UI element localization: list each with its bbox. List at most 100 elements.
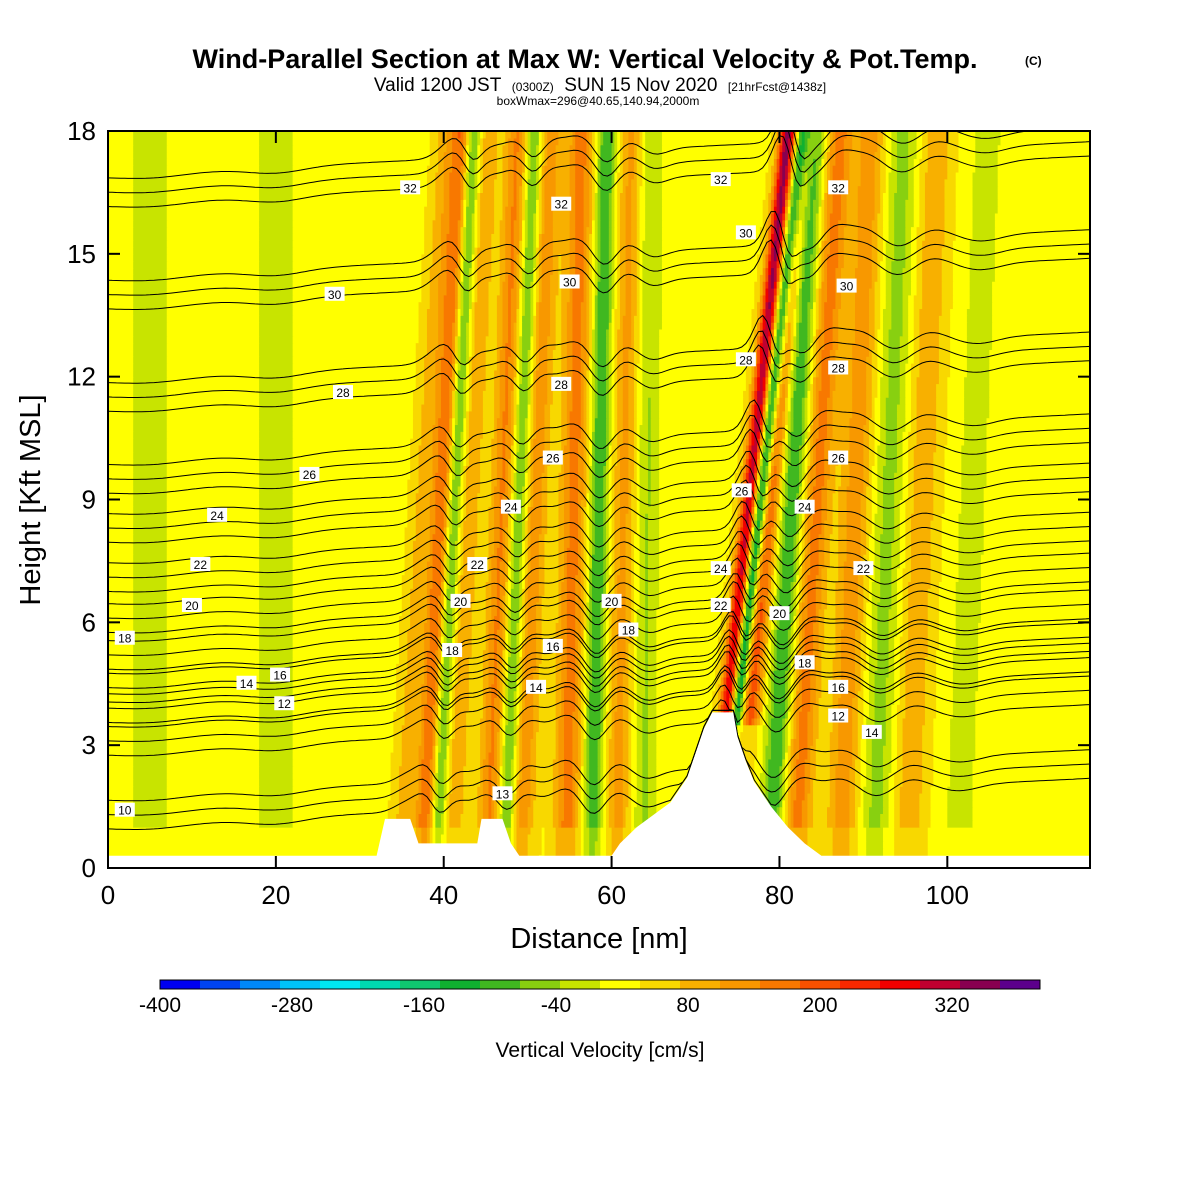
- velocity-cell: [589, 751, 599, 760]
- velocity-cell: [810, 533, 820, 542]
- velocity-cell: [401, 588, 411, 596]
- velocity-cell: [636, 499, 641, 507]
- velocity-cell: [930, 820, 948, 828]
- velocity-cell: [494, 663, 498, 671]
- velocity-cell: [807, 827, 834, 835]
- velocity-cell: [259, 772, 294, 780]
- velocity-cell: [440, 581, 445, 589]
- velocity-cell: [810, 690, 817, 698]
- velocity-cell: [628, 683, 635, 692]
- velocity-cell: [785, 751, 789, 760]
- velocity-cell: [972, 820, 1090, 828]
- velocity-cell: [899, 506, 906, 514]
- velocity-cell: [622, 738, 629, 746]
- velocity-cell: [799, 738, 809, 746]
- velocity-cell: [860, 547, 867, 555]
- velocity-cell: [594, 492, 604, 501]
- velocity-cell: [933, 758, 951, 767]
- velocity-cell: [827, 601, 837, 610]
- velocity-cell: [426, 574, 434, 582]
- velocity-cell: [888, 806, 895, 815]
- velocity-cell: [541, 656, 557, 664]
- velocity-cell: [452, 711, 456, 719]
- velocity-cell: [605, 499, 610, 507]
- velocity-cell: [449, 581, 456, 589]
- velocity-cell: [631, 731, 638, 739]
- velocity-cell: [583, 622, 588, 630]
- velocity-cell: [759, 629, 764, 637]
- velocity-cell: [846, 506, 862, 514]
- velocity-cell: [482, 799, 490, 808]
- velocity-cell: [443, 554, 448, 562]
- velocity-cell: [449, 574, 456, 582]
- velocity-cell: [734, 676, 739, 685]
- velocity-cell: [460, 560, 464, 569]
- velocity-cell: [894, 513, 901, 521]
- velocity-cell: [866, 751, 873, 760]
- velocity-cell: [843, 608, 859, 617]
- velocity-cell: [418, 779, 422, 787]
- velocity-cell: [639, 567, 646, 576]
- velocity-cell: [729, 601, 733, 610]
- velocity-cell: [740, 649, 744, 658]
- velocity-cell: [446, 629, 453, 637]
- velocity-cell: [449, 765, 453, 774]
- velocity-cell: [619, 547, 627, 555]
- velocity-cell: [807, 608, 817, 617]
- velocity-cell: [575, 649, 579, 658]
- velocity-cell: [852, 704, 859, 712]
- velocity-cell: [860, 540, 867, 548]
- velocity-cell: [835, 765, 850, 774]
- velocity-cell: [605, 806, 610, 815]
- velocity-cell: [519, 813, 529, 821]
- velocity-cell: [533, 499, 543, 507]
- velocity-cell: [821, 649, 837, 658]
- velocity-cell: [505, 704, 509, 712]
- velocity-cell: [639, 492, 649, 501]
- velocity-cell: [622, 745, 629, 753]
- velocity-cell: [647, 751, 657, 760]
- velocity-cell: [494, 506, 501, 514]
- velocity-cell: [888, 615, 898, 623]
- velocity-cell: [936, 649, 954, 658]
- velocity-cell: [748, 581, 755, 589]
- velocity-cell: [108, 492, 134, 501]
- velocity-cell: [765, 717, 769, 726]
- velocity-cell: [440, 731, 448, 739]
- velocity-cell: [438, 751, 448, 760]
- velocity-cell: [765, 506, 769, 514]
- velocity-cell: [580, 642, 585, 651]
- velocity-cell: [463, 806, 478, 815]
- velocity-cell: [768, 595, 772, 603]
- velocity-cell: [166, 779, 260, 787]
- velocity-cell: [605, 683, 610, 692]
- velocity-cell: [745, 663, 750, 671]
- velocity-cell: [438, 629, 442, 637]
- velocity-cell: [924, 656, 937, 664]
- velocity-cell: [793, 717, 797, 726]
- velocity-cell: [578, 711, 582, 719]
- velocity-cell: [863, 697, 870, 705]
- velocity-cell: [726, 676, 733, 685]
- velocity-cell: [457, 492, 462, 501]
- velocity-cell: [726, 615, 730, 623]
- velocity-cell: [499, 492, 504, 501]
- velocity-cell: [435, 772, 439, 780]
- velocity-cell: [818, 560, 825, 569]
- velocity-cell: [776, 506, 781, 514]
- velocity-cell: [771, 588, 775, 596]
- velocity-cell: [866, 533, 870, 542]
- velocity-cell: [815, 772, 831, 780]
- vertical-velocity-field: [108, 131, 1090, 868]
- velocity-cell: [743, 704, 747, 712]
- velocity-cell: [589, 840, 596, 849]
- velocity-cell: [589, 690, 601, 698]
- velocity-cell: [558, 799, 565, 808]
- velocity-cell: [597, 758, 601, 767]
- velocity-cell: [446, 792, 450, 801]
- velocity-cell: [863, 813, 870, 821]
- velocity-cell: [639, 601, 646, 610]
- velocity-cell: [737, 615, 741, 623]
- velocity-cell: [787, 683, 792, 692]
- velocity-cell: [854, 765, 862, 774]
